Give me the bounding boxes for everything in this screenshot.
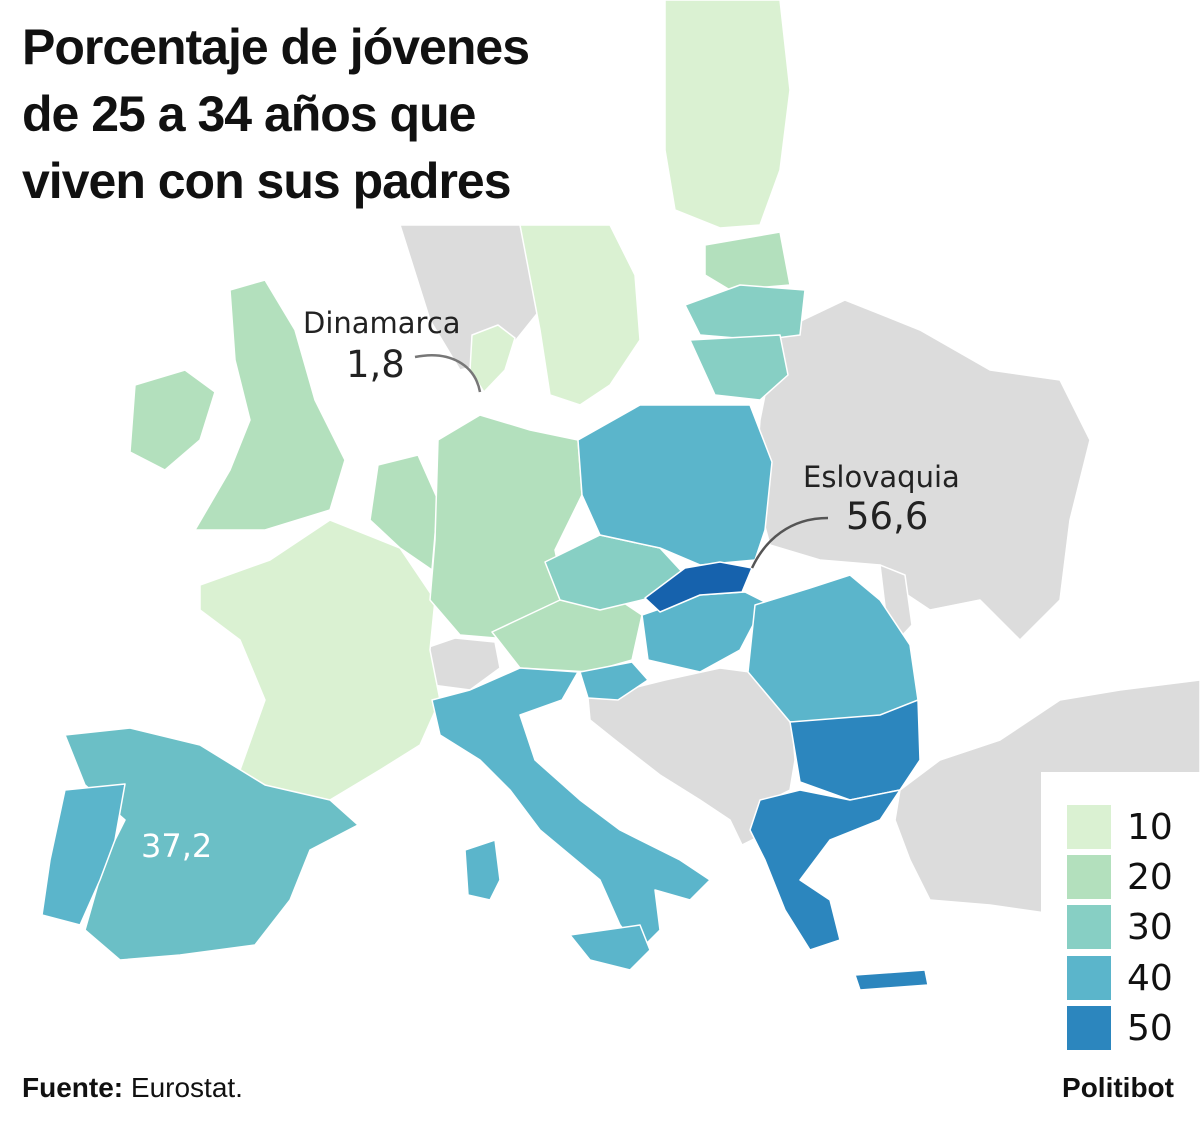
legend-swatch (1067, 805, 1111, 849)
title-line-1: Porcentaje de jóvenes (22, 19, 530, 75)
denmark-callout-value: 1,8 (346, 343, 405, 386)
source-note: Fuente: Eurostat. (22, 1072, 243, 1104)
legend: 10 20 30 40 50 (1041, 772, 1200, 1062)
brand-logo-text: Politibot (1062, 1072, 1174, 1103)
denmark-leader-line (414, 354, 482, 393)
region-greece (749, 789, 901, 951)
title-line-3: viven con sus padres (22, 153, 512, 209)
legend-label: 50 (1127, 1008, 1173, 1049)
legend-label: 40 (1127, 958, 1173, 999)
denmark-callout-name: Dinamarca (303, 306, 461, 340)
region-estonia (704, 231, 791, 291)
legend-swatch (1067, 905, 1111, 949)
legend-label: 10 (1127, 807, 1173, 848)
region-latvia (684, 284, 806, 341)
region-crete (854, 969, 929, 991)
legend-swatch (1067, 956, 1111, 1000)
slovakia-callout-name: Eslovaquia (803, 460, 960, 494)
region-portugal (41, 783, 126, 926)
title-box: Porcentaje de jóvenes de 25 a 34 años qu… (0, 0, 660, 225)
legend-swatch (1067, 855, 1111, 899)
slovakia-callout-value: 56,6 (846, 495, 929, 538)
spain-value-label: 37,2 (141, 827, 213, 865)
region-romania (747, 574, 919, 723)
legend-label: 20 (1127, 857, 1173, 898)
region-slovakia (644, 561, 753, 613)
region-finland (664, 0, 791, 229)
region-slovenia-croatia (579, 661, 649, 701)
region-sardinia (464, 839, 501, 901)
region-italy (431, 667, 711, 951)
slovakia-leader-line (750, 516, 829, 569)
source-value: Eurostat. (123, 1072, 243, 1103)
region-bulgaria (789, 699, 921, 801)
region-ireland (129, 369, 216, 471)
region-united-kingdom (194, 279, 346, 531)
region-france (199, 519, 441, 801)
source-label: Fuente: (22, 1072, 124, 1103)
region-norway (399, 224, 541, 371)
region-sicily (569, 924, 651, 971)
region-lithuania (689, 334, 789, 401)
legend-swatch (1067, 1006, 1111, 1050)
region-sweden (519, 224, 641, 406)
title-line-2: de 25 a 34 años que (22, 86, 476, 142)
legend-label: 30 (1127, 907, 1173, 948)
